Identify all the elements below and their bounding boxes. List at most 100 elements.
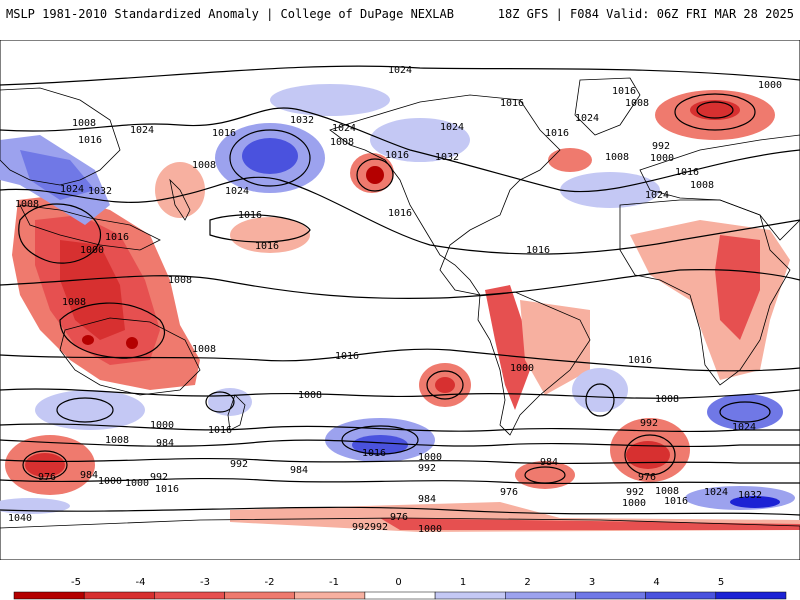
isobar-label: 976: [390, 512, 408, 523]
isobar-label: 992: [652, 141, 670, 152]
isobar-label: 1024: [575, 113, 599, 124]
model-run-info: 18Z GFS | F084 Valid: 06Z FRI MAR 28 202…: [497, 7, 794, 21]
anomaly-south-america: [485, 285, 530, 410]
isobar-label: 992: [640, 418, 658, 429]
isobar-label: 1000: [650, 153, 674, 164]
colorbar-swatch: [154, 591, 225, 600]
isobar-label: 1000: [150, 420, 174, 431]
colorbar-swatch: [294, 591, 366, 600]
colorbar-tick-labels: -5 -4 -3 -2 -1 0 1 2 3 4 5: [71, 577, 724, 588]
isobar-label: 1024: [440, 122, 464, 133]
isobar-label: 1024: [645, 190, 669, 201]
isobar-label: 1008: [330, 137, 354, 148]
isobar-label: 1008: [625, 98, 649, 109]
isobar-label: 1016: [155, 484, 179, 495]
isobar-label: 1016: [675, 167, 699, 178]
isobar-labels: 1024 1008 1016 1024 1016 1032 1024 1008 …: [8, 65, 782, 535]
isobar-label: 1024: [388, 65, 412, 76]
colorbar-tick-label: -3: [200, 577, 210, 588]
colorbar-tick-label: 1: [460, 577, 466, 588]
isobar-label: 1000: [622, 498, 646, 509]
isobar-label: 976: [500, 487, 518, 498]
isobar-label: 1024: [704, 487, 728, 498]
isobar-label: 1000: [98, 476, 122, 487]
isobar-label: 1016: [212, 128, 236, 139]
isobar-label: 1008: [655, 486, 679, 497]
isobar-label: 1016: [255, 241, 279, 252]
isobar-label: 1016: [545, 128, 569, 139]
coast-antarctica: [0, 517, 800, 560]
isobar-label: 1008: [690, 180, 714, 191]
colorbar-swatch: [13, 591, 85, 600]
anomaly-shading: [0, 84, 800, 532]
isobar-label: 1016: [388, 208, 412, 219]
coast-japan: [169, 178, 191, 221]
coast-eurasia: [639, 134, 800, 241]
isobar-label: 984: [540, 457, 558, 468]
isobar-label: 1040: [8, 513, 32, 524]
colorbar-swatch: [434, 591, 506, 600]
isobar-label: 1000: [758, 80, 782, 91]
isobars: [0, 65, 800, 516]
isobar-label: 1008: [105, 435, 129, 446]
isobar-label: 1000: [125, 478, 149, 489]
colorbar-tick-label: 5: [718, 577, 724, 588]
isobar-label: 1032: [290, 115, 314, 126]
colorbar-tick-label: 3: [589, 577, 595, 588]
isobar-label: 992: [150, 472, 168, 483]
isobar-label: 984: [290, 465, 308, 476]
isobar-label: 1016: [628, 355, 652, 366]
isobar-label: 1016: [238, 210, 262, 221]
colorbar-swatch: [505, 591, 576, 600]
isobar-label: 992: [626, 487, 644, 498]
coast-indonesia: [19, 204, 161, 251]
coast-north-america: [329, 94, 561, 296]
coastlines: [0, 77, 800, 560]
coast-greenland: [574, 77, 641, 136]
isobar-label: 1016: [526, 245, 550, 256]
colorbar-swatch: [364, 591, 436, 600]
isobar-label: 1000: [80, 245, 104, 256]
isobar-label: 1008: [298, 390, 322, 401]
colorbar-swatch: [224, 591, 295, 600]
isobar-label: 992: [418, 463, 436, 474]
colorbar-swatch: [645, 591, 717, 600]
colorbar-swatch: [83, 591, 155, 600]
isobar-label: 1032: [738, 490, 762, 501]
colorbar-swatch: [575, 591, 646, 600]
isobar-label: 1024: [130, 125, 154, 136]
isobar-label: 1016: [208, 425, 232, 436]
isobar-label: 1016: [335, 351, 359, 362]
isobar-label: 992: [230, 459, 248, 470]
colorbar-tick-label: -4: [136, 577, 146, 588]
coast-new-zealand: [227, 394, 246, 431]
isobar-label: 1032: [88, 186, 112, 197]
isobar-label: 1000: [418, 452, 442, 463]
isobar-label: 976: [38, 472, 56, 483]
colorbar-tick-label: 2: [524, 577, 530, 588]
colorbar: -5 -4 -3 -2 -1 0 1 2 3 4 5: [13, 577, 787, 600]
isobar-label: 1032: [435, 152, 459, 163]
isobar-label: 1000: [510, 363, 534, 374]
coast-australia: [59, 317, 201, 396]
isobar-label: 1008: [655, 394, 679, 405]
isobar-label: 984: [80, 470, 98, 481]
colorbar-swatch: [715, 591, 787, 600]
isobar-label: 976: [638, 472, 656, 483]
isobar-label: 1008: [192, 344, 216, 355]
isobar-label: 984: [418, 494, 436, 505]
isobar-label: 1024: [332, 123, 356, 134]
world-map: 1024 1008 1016 1024 1016 1032 1024 1008 …: [0, 40, 800, 560]
colorbar-tick-label: -2: [265, 577, 275, 588]
isobar-label: 1024: [225, 186, 249, 197]
isobar-label: 1008: [605, 152, 629, 163]
isobar-label: 1016: [385, 150, 409, 161]
coast-east-asia: [0, 87, 121, 186]
map-title: MSLP 1981-2010 Standardized Anomaly | Co…: [6, 7, 454, 21]
isobar-label: 984: [156, 438, 174, 449]
isobar-label: 1016: [500, 98, 524, 109]
colorbar-swatches: [13, 591, 787, 600]
isobar-label: 1008: [62, 297, 86, 308]
isobar-label: 1016: [105, 232, 129, 243]
